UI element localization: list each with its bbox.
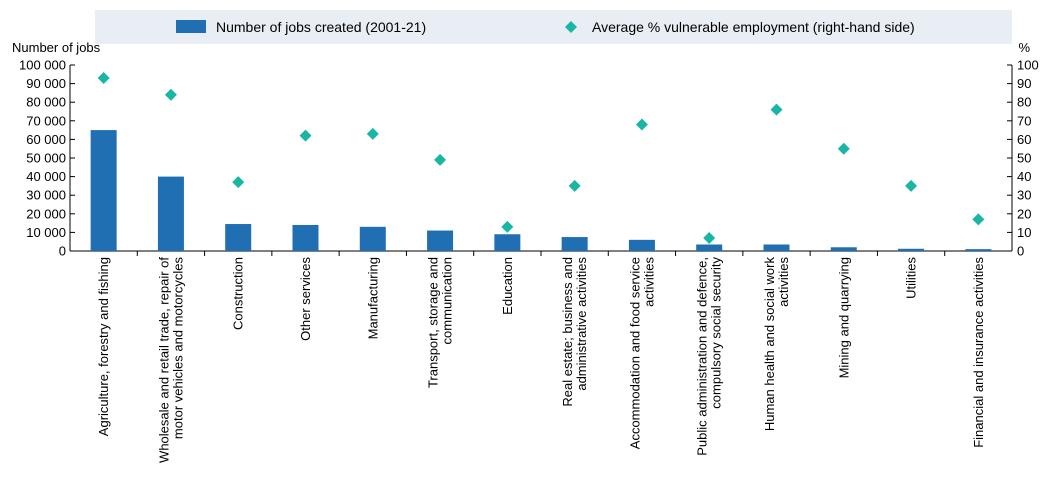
category-label-line: Utilities	[904, 257, 919, 299]
bar-jobs-created	[157, 176, 184, 251]
category-label-line: Education	[500, 257, 515, 315]
left-tick-label: 40 000	[26, 169, 66, 184]
left-tick-label: 80 000	[26, 95, 66, 110]
point-vulnerable-employment	[164, 88, 177, 101]
left-tick-label: 100 000	[19, 58, 66, 73]
category-label: Construction	[231, 257, 246, 330]
legend-label-jobs: Number of jobs created (2001-21)	[216, 19, 426, 35]
right-tick-label: 70	[1017, 113, 1031, 128]
category-label-line: Financial and insurance activities	[971, 257, 986, 448]
category-label-line: Construction	[231, 257, 246, 330]
category-label: Human health and social work activities	[762, 257, 791, 432]
right-tick-label: 40	[1017, 169, 1031, 184]
legend-label-vulnerable: Average % vulnerable employment (right-h…	[592, 19, 915, 35]
bar-jobs-created	[494, 234, 521, 251]
right-tick-label: 0	[1017, 244, 1024, 259]
category-label: Transport, storage and communication	[426, 257, 455, 388]
left-tick-label: 10 000	[26, 225, 66, 240]
left-tick-label: 90 000	[26, 76, 66, 91]
point-vulnerable-employment	[905, 179, 918, 192]
left-tick-label: 70 000	[26, 113, 66, 128]
category-label: Wholesale and retail trade, repair of mot…	[156, 257, 185, 463]
bar-jobs-created	[965, 249, 992, 251]
bar-jobs-created	[830, 247, 857, 251]
category-label: Mining and quarrying	[836, 257, 851, 378]
scatter-series	[97, 72, 985, 244]
right-tick-label: 100	[1017, 58, 1039, 73]
category-label: Utilities	[904, 257, 919, 299]
category-label-line: compulsory social security	[709, 257, 724, 409]
point-vulnerable-employment	[232, 176, 245, 189]
point-vulnerable-employment	[434, 153, 447, 166]
right-tick-label: 60	[1017, 132, 1031, 147]
category-label: Manufacturing	[365, 257, 380, 339]
category-label: Agriculture, forestry and fishing	[96, 257, 111, 436]
category-label-line: Mining and quarrying	[836, 257, 851, 378]
right-tick-label: 80	[1017, 95, 1031, 110]
bar-jobs-created	[898, 248, 925, 251]
left-tick-label: 30 000	[26, 188, 66, 203]
left-tick-label: 50 000	[26, 151, 66, 166]
category-label: Education	[500, 257, 515, 315]
category-label-line: communication	[440, 257, 455, 344]
category-label-line: activities	[641, 257, 656, 307]
category-label: Financial and insurance activities	[971, 257, 986, 448]
right-tick-label: 20	[1017, 206, 1031, 221]
bar-jobs-created	[561, 237, 588, 251]
point-vulnerable-employment	[635, 118, 648, 131]
category-label-line: Accommodation and food service	[627, 257, 642, 449]
legend-swatch-jobs	[176, 20, 206, 33]
bar-jobs-created	[292, 224, 319, 251]
axes: Number of jobs % 0 10 000 20 000 30 000 40 000…	[12, 40, 1039, 259]
bar-jobs-created	[427, 230, 454, 251]
category-label-line: Transport, storage and	[426, 257, 441, 388]
category-label-line: Real estate; business and	[560, 257, 575, 407]
category-label: Other services	[298, 257, 313, 341]
bar-jobs-created	[763, 244, 790, 251]
legend-background	[95, 10, 1012, 44]
point-vulnerable-employment	[299, 129, 312, 142]
legend-marker-vulnerable	[565, 21, 577, 33]
category-label-line: activities	[776, 257, 791, 307]
point-vulnerable-employment	[837, 142, 850, 155]
point-vulnerable-employment	[366, 127, 379, 140]
left-tick-label: 0	[59, 244, 66, 259]
right-tick-label: 50	[1017, 151, 1031, 166]
bar-jobs-created	[696, 244, 723, 251]
bar-jobs-created	[90, 130, 117, 251]
point-vulnerable-employment	[97, 72, 110, 85]
category-label: Public administration and defence, compul…	[695, 257, 724, 456]
right-tick-label: 10	[1017, 225, 1031, 240]
category-labels: Agriculture, forestry and fishing Wholesa…	[96, 257, 986, 463]
bar-jobs-created	[359, 226, 386, 251]
point-vulnerable-employment	[770, 103, 783, 116]
category-label-line: Agriculture, forestry and fishing	[96, 257, 111, 436]
point-vulnerable-employment	[703, 231, 716, 244]
category-label-line: Other services	[298, 257, 313, 341]
left-tick-label: 60 000	[26, 132, 66, 147]
point-vulnerable-employment	[972, 213, 985, 226]
bar-series	[90, 130, 992, 251]
category-label-line: administrative activities	[574, 257, 589, 391]
point-vulnerable-employment	[568, 179, 581, 192]
right-tick-label: 90	[1017, 76, 1031, 91]
right-axis-title: %	[1018, 40, 1030, 55]
category-label-line: Human health and social work	[762, 257, 777, 432]
right-tick-label: 30	[1017, 188, 1031, 203]
category-label-line: Wholesale and retail trade, repair of	[156, 257, 171, 463]
category-label: Accommodation and food service activities	[627, 257, 656, 450]
left-tick-label: 20 000	[26, 206, 66, 221]
left-axis-title: Number of jobs	[12, 40, 101, 55]
category-label-line: motor vehicles and motorcycles	[170, 257, 185, 440]
bar-jobs-created	[225, 224, 252, 251]
bar-jobs-created	[628, 239, 655, 251]
point-vulnerable-employment	[501, 220, 514, 233]
category-label: Real estate; business and administrative …	[560, 257, 589, 407]
category-label-line: Manufacturing	[365, 257, 380, 339]
legend: Number of jobs created (2001-21) Average …	[95, 10, 1012, 44]
category-label-line: Public administration and defence,	[695, 257, 710, 456]
